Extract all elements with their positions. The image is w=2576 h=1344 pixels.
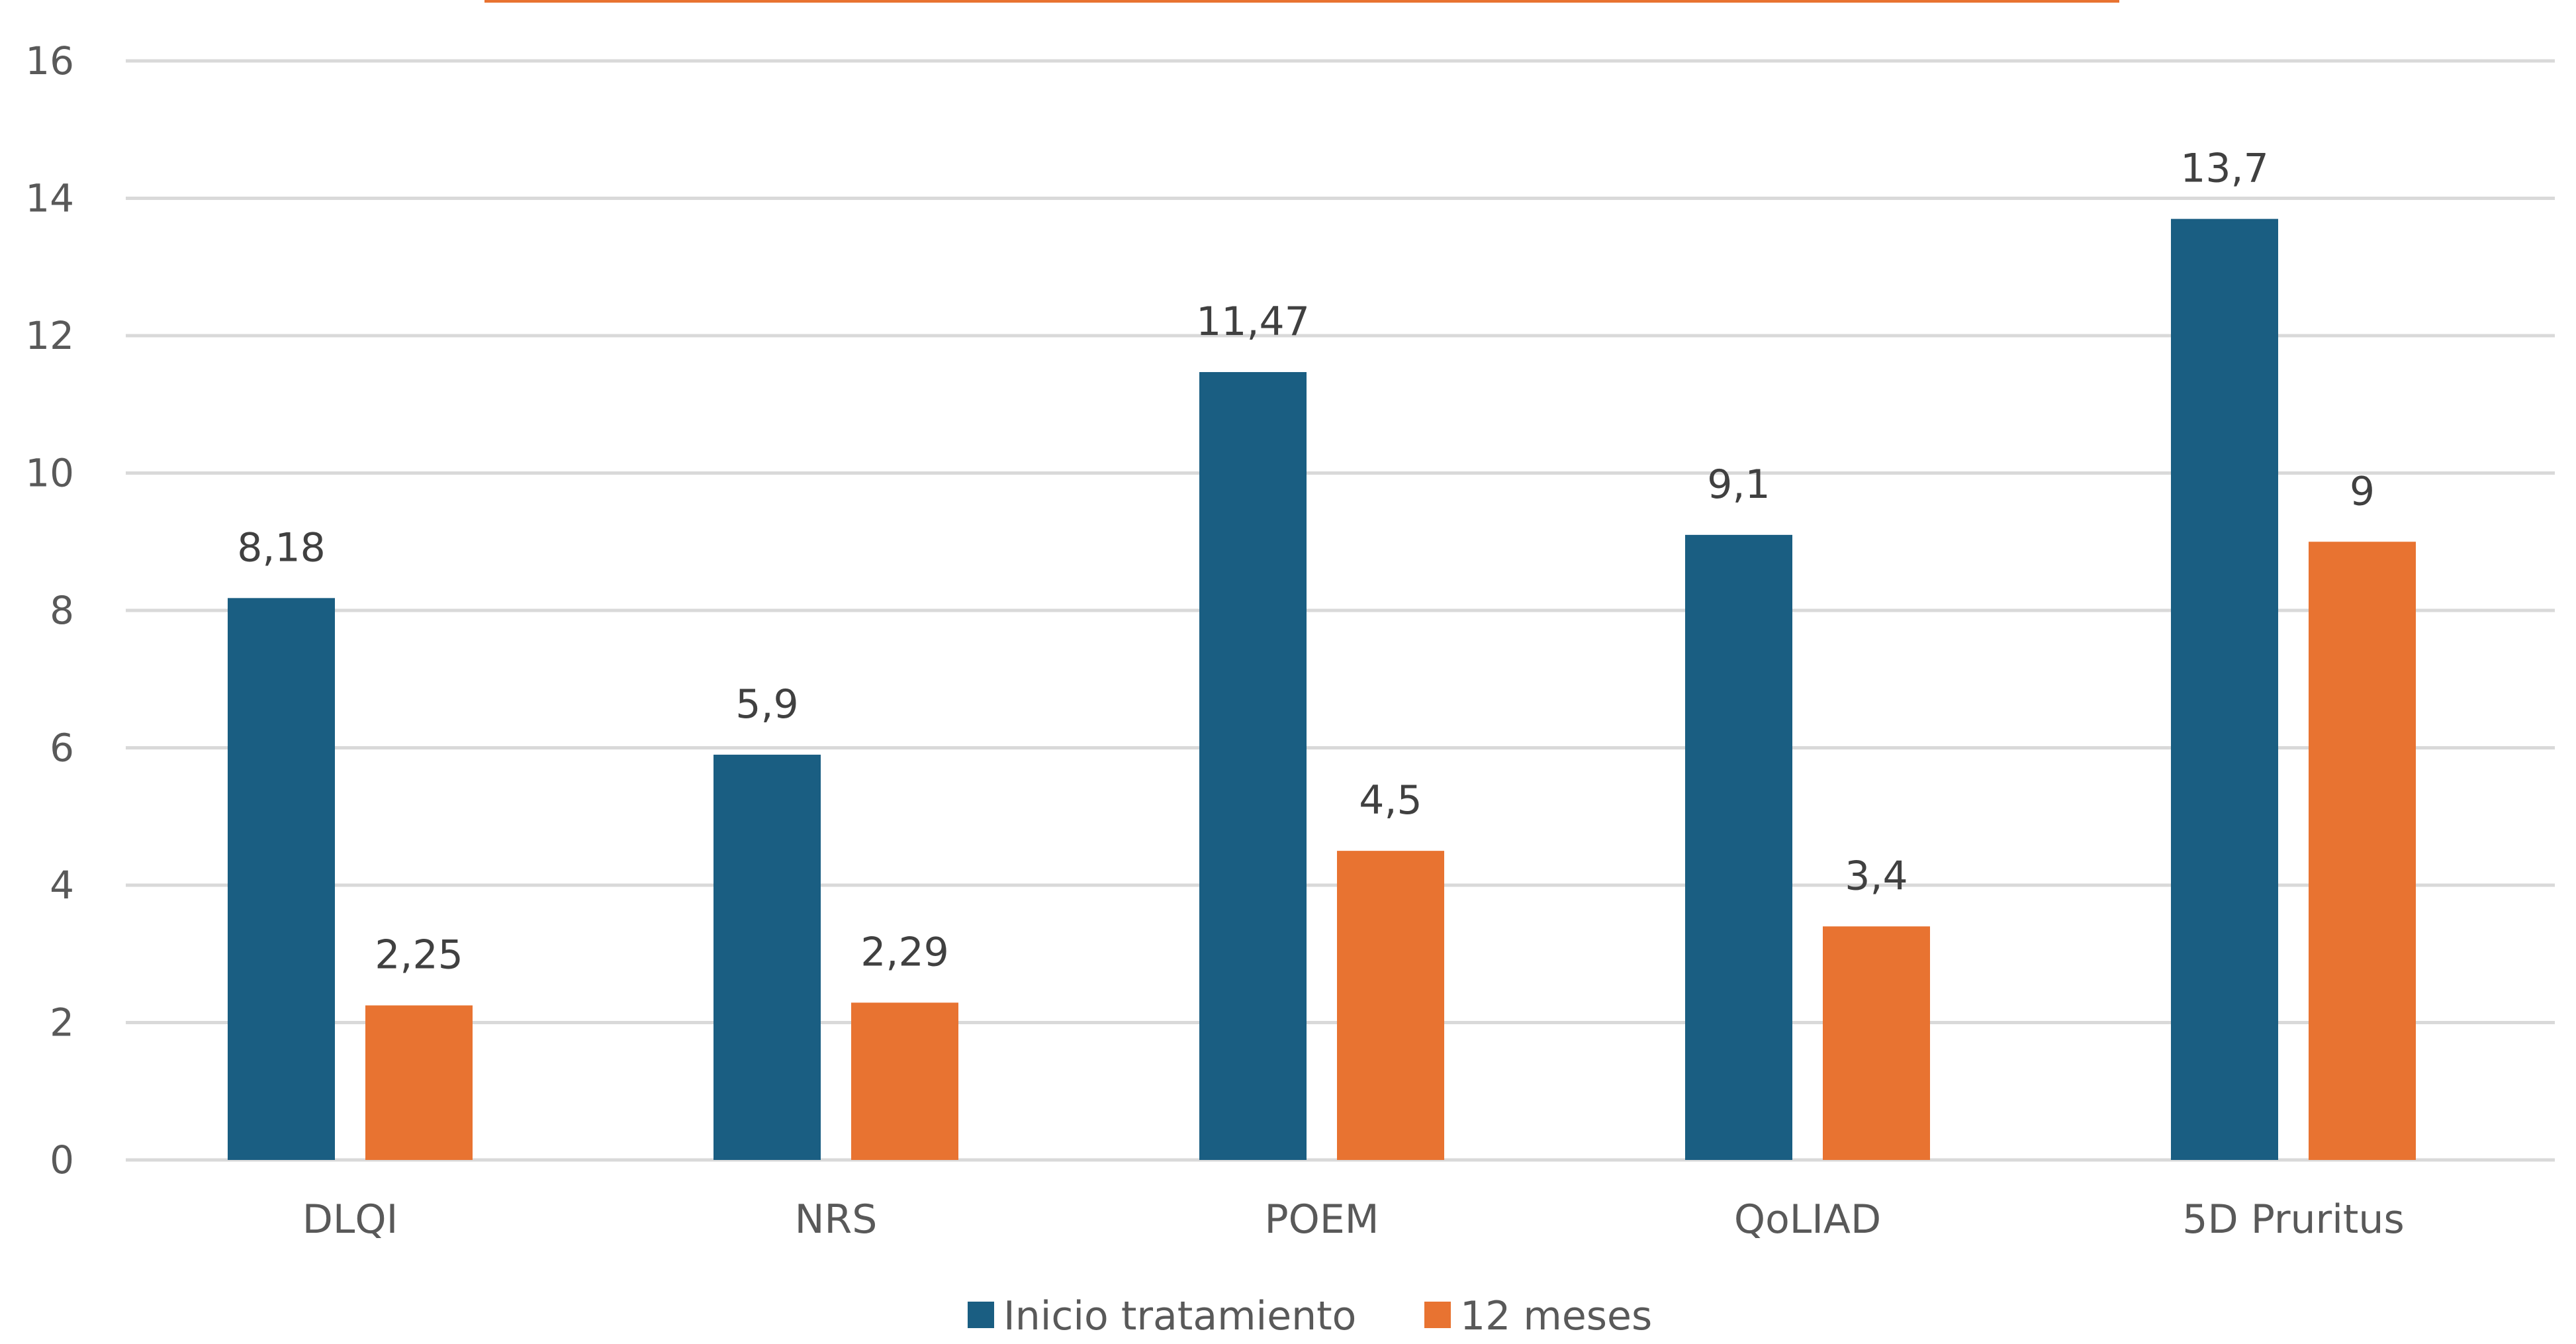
- y-tick-label: 16: [25, 38, 74, 83]
- data-label: 2,25: [375, 932, 463, 979]
- bar-qoliad-series-0: [1685, 534, 1792, 1160]
- data-label: 9: [2350, 468, 2375, 514]
- y-tick-label: 10: [25, 451, 74, 496]
- bar-nrs-series-1: [851, 1002, 958, 1160]
- data-label: 11,47: [1196, 299, 1310, 345]
- y-axis-ticks: 0 2 4 6 8 10 12 14 16: [25, 38, 74, 1182]
- bar-dlqi-series-1: [365, 1005, 473, 1160]
- gridlines: [126, 59, 2555, 1162]
- bar-nrs-series-0: [713, 754, 821, 1160]
- x-axis-categories: DLQI NRS POEM QoLIAD 5D Pruritus: [302, 1196, 2405, 1243]
- y-tick-label: 14: [25, 176, 74, 221]
- y-tick-label: 0: [50, 1137, 74, 1182]
- y-tick-label: 12: [25, 313, 74, 358]
- x-category-label: QoLIAD: [1734, 1196, 1881, 1243]
- data-label: 9,1: [1707, 461, 1770, 508]
- legend-swatch-0: [968, 1302, 994, 1328]
- data-labels: 8,18 2,25 5,9 2,29 11,47 4,5 9,1 3,4 13,7 9: [237, 146, 2375, 979]
- y-tick-label: 6: [50, 726, 74, 771]
- y-tick-label: 8: [50, 588, 74, 633]
- legend: Inicio tratamiento 12 meses: [968, 1293, 1652, 1339]
- bar-poem-series-1: [1337, 851, 1444, 1160]
- y-tick-label: 2: [50, 1000, 74, 1045]
- title-strip: [484, 0, 2119, 3]
- data-label: 4,5: [1359, 777, 1422, 824]
- bar-5d-pruritus-series-1: [2309, 542, 2416, 1160]
- x-category-label: POEM: [1264, 1196, 1379, 1243]
- title-box-edge: [484, 0, 2119, 3]
- bar-poem-series-0: [1199, 371, 1307, 1160]
- bars: [228, 218, 2416, 1160]
- legend-label: 12 meses: [1460, 1293, 1652, 1339]
- bar-qoliad-series-1: [1823, 926, 1930, 1160]
- x-category-label: NRS: [795, 1196, 878, 1243]
- legend-swatch-1: [1424, 1302, 1451, 1328]
- legend-label: Inicio tratamiento: [1003, 1293, 1356, 1339]
- data-label: 2,29: [860, 929, 949, 975]
- data-label: 5,9: [735, 681, 798, 728]
- y-tick-label: 4: [50, 863, 74, 908]
- x-category-label: 5D Pruritus: [2182, 1196, 2404, 1243]
- bar-dlqi-series-0: [228, 598, 335, 1160]
- data-label: 8,18: [237, 524, 326, 571]
- bar-5d-pruritus-series-0: [2171, 218, 2278, 1160]
- x-category-label: DLQI: [302, 1196, 398, 1243]
- data-label: 3,4: [1845, 853, 1908, 899]
- data-label: 13,7: [2180, 146, 2269, 192]
